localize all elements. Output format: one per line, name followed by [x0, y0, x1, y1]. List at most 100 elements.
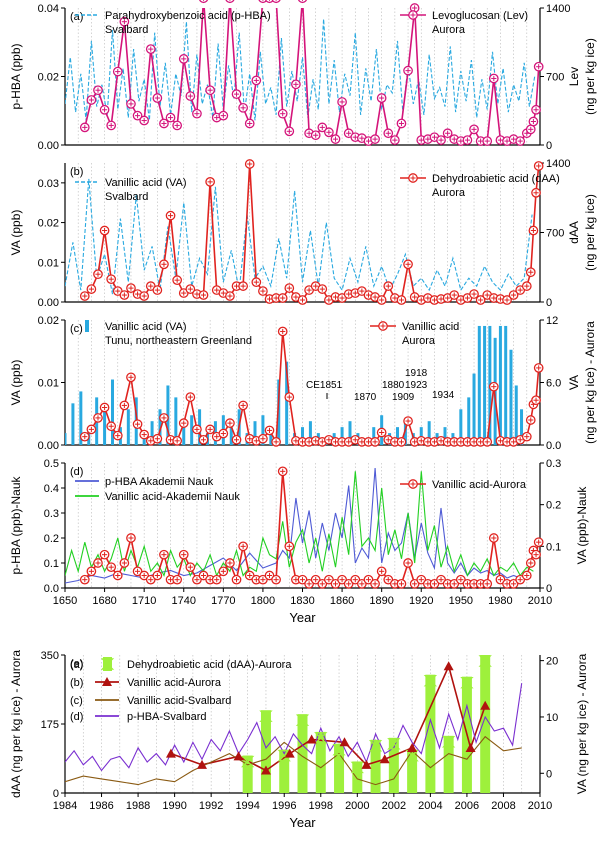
data-point [443, 661, 454, 671]
bar [71, 403, 75, 445]
legend-label: Vanillic acid-Aurora [432, 479, 527, 491]
bar-marker [350, 761, 364, 774]
y-axis-title: p-HBA (ppb) [9, 43, 23, 109]
tick-label-left: 0.4 [44, 483, 59, 495]
bar [103, 409, 107, 445]
tick-label-right: 0 [546, 583, 552, 595]
tick-label-bottom: 2000 [345, 800, 369, 812]
bar [427, 421, 431, 445]
tick-label-left: 0.00 [38, 140, 59, 152]
tick-label-left: 0.02 [38, 218, 59, 230]
series-line [65, 18, 536, 121]
annotation: 1923 [405, 380, 428, 391]
tick-label-bottom: 1950 [449, 595, 473, 607]
tick-label-bottom: 1988 [126, 800, 150, 812]
bar-marker [387, 738, 401, 750]
bar [498, 325, 502, 445]
y2-axis-title: VA (ng per kg ice) - Aurora [575, 653, 589, 794]
bar [190, 415, 194, 445]
tick-label-right: 0.1 [546, 541, 561, 553]
bar [334, 743, 345, 793]
tick-label-bottom: 1860 [330, 595, 354, 607]
plot-area [65, 655, 523, 793]
legend-label-line2: Svalbard [105, 191, 148, 203]
bar [480, 655, 491, 793]
panel-tag: (d) [70, 466, 83, 478]
legend-label: Vanillic acid (VA) [105, 177, 187, 189]
y-axis-title: dAA (ng per kg ice) - Aurora [9, 650, 23, 798]
legend-tag: (c) [70, 695, 83, 707]
legend-label: Vanillic acid [402, 321, 459, 333]
data-point [165, 748, 176, 758]
panel-tag: (a) [70, 11, 83, 23]
data-point [361, 759, 372, 769]
tick-label-right: 0 [546, 297, 552, 309]
bar [467, 397, 471, 445]
bar-marker [295, 714, 310, 726]
y2-axis-title: dAA [567, 221, 581, 244]
data-point [379, 754, 390, 764]
tick-label-bottom: 1996 [272, 800, 296, 812]
tick-label-bottom: 1680 [92, 595, 116, 607]
bar [158, 409, 162, 445]
bar [459, 409, 463, 445]
series-line [65, 471, 534, 578]
bar [407, 749, 418, 793]
legend-label: p-HBA-Svalbard [127, 711, 206, 723]
tick-label-bottom: 1990 [162, 800, 186, 812]
bar [297, 714, 308, 793]
bar [150, 421, 154, 445]
data-point [271, 0, 281, 4]
bar-marker [478, 655, 492, 667]
panel-tag: (e) [70, 658, 83, 670]
annotation: 1870 [354, 392, 377, 403]
legend-label-line2: Aurora [432, 24, 466, 36]
data-point [465, 742, 476, 752]
data-point [284, 748, 295, 758]
bar [509, 349, 513, 445]
tick-label-bottom: 1710 [132, 595, 156, 607]
legend-label-line2: Aurora [402, 335, 436, 347]
legend-swatch [85, 320, 89, 332]
tick-label-bottom: 1986 [89, 800, 113, 812]
bar [301, 427, 304, 445]
tick-label-bottom: 2010 [528, 595, 552, 607]
bar [477, 325, 481, 445]
bar-marker [241, 755, 255, 768]
bar [520, 409, 524, 445]
legend-label: Parahydroxybenzoic acid (p-HBA) [105, 10, 271, 22]
data-point [297, 0, 308, 4]
bar [65, 433, 67, 445]
bar [340, 427, 344, 445]
tick-label-bottom: 1994 [235, 800, 259, 812]
bar [285, 361, 289, 445]
tick-label-bottom: 1890 [369, 595, 393, 607]
tick-label-left: 0.01 [38, 257, 59, 269]
series-line [65, 178, 533, 295]
panel-tag: (b) [70, 166, 83, 178]
bar [396, 427, 399, 445]
tick-label-bottom: 1984 [53, 800, 77, 812]
bar [79, 391, 83, 445]
tick-label-left: 175 [41, 719, 59, 731]
bar [229, 427, 233, 445]
bar [242, 755, 253, 793]
panel-tag: (c) [70, 323, 83, 335]
tick-label-left: 0.03 [38, 178, 59, 190]
x-axis-title: Year [289, 815, 316, 830]
data-point [233, 751, 244, 761]
tick-label-bottom: 1830 [290, 595, 314, 607]
tick-label-right: 0 [546, 140, 552, 152]
legend-label: p-HBA Akademii Nauk [105, 476, 214, 488]
data-point [265, 0, 275, 4]
data-point [225, 0, 235, 4]
legend-label-line2: Tunu, northeastern Greenland [105, 335, 252, 347]
bar [269, 427, 273, 445]
data-point [258, 0, 268, 4]
data-point [339, 737, 350, 747]
x-axis-title: Year [289, 610, 316, 625]
y2-axis-title: VA [567, 375, 581, 390]
bar [372, 427, 376, 445]
bar [279, 749, 290, 793]
